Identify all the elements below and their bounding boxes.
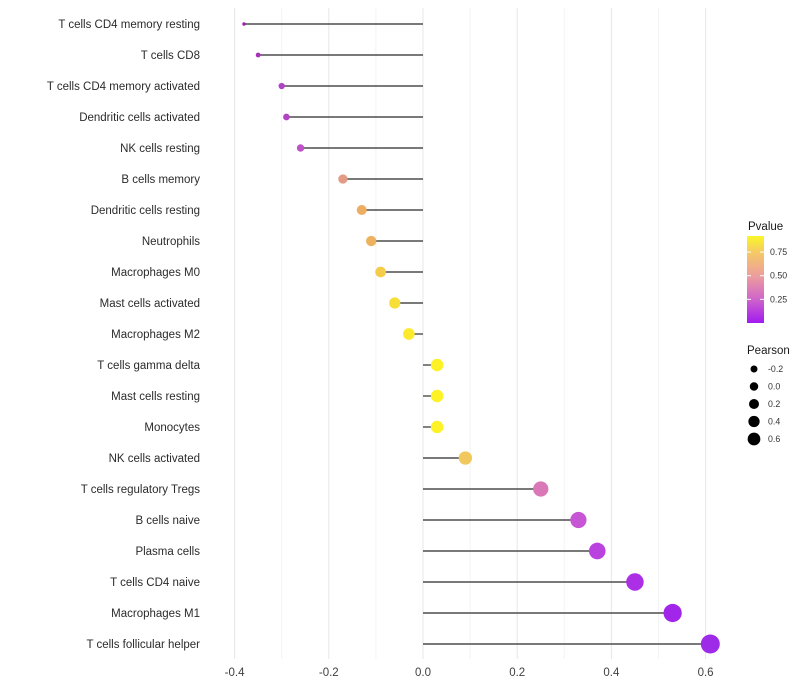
pearson-size-dot [749,382,759,391]
y-axis-label: Macrophages M0 [111,267,200,279]
y-axis-label: Mast cells activated [100,298,200,310]
pearson-size-label: -0.2 [768,364,783,374]
lollipop-dot [458,451,473,465]
y-axis-label: Dendritic cells activated [79,112,200,124]
stem-layer [244,23,711,645]
y-axis-label: T cells CD4 naive [110,577,200,589]
x-axis-tick-label: 0.0 [415,667,431,679]
x-axis-labels: -0.4 -0.2 0.0 0.2 0.4 0.6 [225,667,714,679]
lollipop-dot [356,204,367,216]
grid-layer [234,8,707,659]
pearson-size-dot [747,432,761,446]
y-axis-label: NK cells resting [120,143,200,155]
lollipop-dot [430,420,444,434]
lollipop-dot [588,542,606,560]
lollipop-dot [430,358,444,372]
y-axis-label: Macrophages M1 [111,608,200,620]
legend-pearson-title: Pearson [747,345,790,357]
y-axis-label: B cells naive [135,515,200,527]
lollipop-dot [663,603,682,623]
pearson-size-label: 0.6 [768,434,780,444]
y-axis-label: T cells CD8 [141,50,200,62]
lollipop-dot [283,113,290,121]
y-axis-label: Plasma cells [135,546,200,558]
pvalue-colorbar [747,236,764,323]
x-axis-tick-label: 0.2 [509,667,525,679]
lollipop-dot [242,22,246,26]
y-axis-label: Dendritic cells resting [91,205,200,217]
y-axis-label: T cells regulatory Tregs [81,484,201,496]
x-axis-tick-label: 0.6 [698,667,714,679]
y-axis-label: NK cells activated [109,453,200,465]
lollipop-dot [255,52,261,58]
lollipop-dot [533,481,549,497]
pvalue-tick-label: 0.75 [770,247,787,257]
pearson-size-label: 0.4 [768,417,780,427]
lollipop-dot [626,573,644,591]
y-axis-label: T cells gamma delta [97,360,200,372]
lollipop-dot [366,235,377,247]
dot-layer [242,22,720,654]
pearson-size-dot [750,365,758,373]
x-axis-tick-label: -0.4 [225,667,245,679]
y-axis-label: Macrophages M2 [111,329,200,341]
lollipop-dot [296,144,305,152]
pearson-size-dot [748,415,760,428]
lollipop-dot [403,328,415,340]
lollipop-dot [430,389,444,403]
y-axis-label: T cells CD4 memory resting [58,19,200,31]
lollipop-dot [375,266,386,278]
lollipop-dot [570,511,587,529]
y-axis-label: T cells follicular helper [86,639,200,651]
y-axis-label: B cells memory [121,174,200,186]
lollipop-dot [389,297,401,309]
pvalue-tick-label: 0.25 [770,294,787,304]
lollipop-dot [338,174,348,184]
pvalue-tick-label: 0.50 [770,271,787,281]
y-axis-label: Monocytes [144,422,200,434]
x-axis-tick-label: 0.4 [603,667,620,679]
legend: Pvalue 0.75 0.50 0.25 Pearson -0.2 0.0 0.2 0.4 0.… [747,221,790,446]
y-axis-label: Mast cells resting [111,391,200,403]
pearson-size-label: 0.2 [768,399,780,409]
pearson-size-dot [749,399,759,409]
x-axis-tick-label: -0.2 [319,667,339,679]
y-axis-labels: T cells CD4 memory resting T cells CD8 T c… [47,19,201,651]
legend-pvalue-title: Pvalue [748,221,783,233]
y-axis-label: T cells CD4 memory activated [47,81,200,93]
lollipop-dot [278,82,285,90]
y-axis-label: Neutrophils [142,236,200,248]
pearson-size-label: 0.0 [768,382,780,392]
lollipop-dot [700,634,720,654]
